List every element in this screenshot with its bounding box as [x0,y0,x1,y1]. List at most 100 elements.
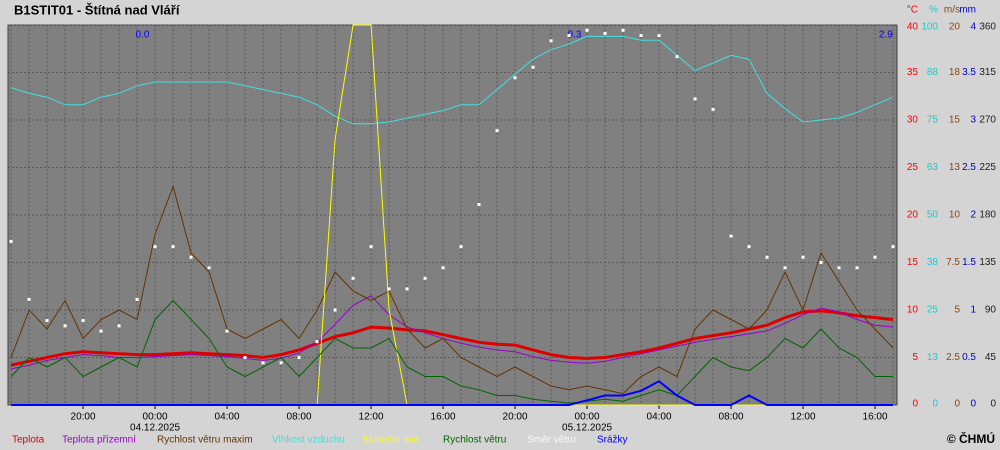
point [495,129,499,133]
y-tick-label: 18 [949,67,961,78]
point [729,234,733,238]
y-tick-label: 4 [970,22,976,33]
y-tick-label: 7.5 [946,257,960,268]
legend-entry: Teplota přízemní [62,435,136,446]
chart-title: B1STIT01 - Štítná nad Vláří [14,2,180,17]
point [423,276,427,280]
point [171,245,175,249]
y-tick-label: 0 [970,399,976,410]
legend-entry: Rychlost větru maxim [157,435,253,446]
date-label: 04.12.2025 [130,423,180,434]
x-tick-label: 04:00 [647,412,672,423]
y-tick-label: 0.5 [962,352,976,363]
y-tick-label: 360 [979,22,996,33]
y-tick-label: 2.5 [946,352,960,363]
point [333,308,337,312]
point [369,245,373,249]
y-tick-label: 90 [985,305,997,316]
precip-note: 0.3 [567,30,581,41]
y-tick-label: 38 [927,257,939,268]
y-tick-label: 13 [927,352,939,363]
y-tick-label: 1 [970,305,976,316]
point [153,245,157,249]
point [135,297,139,301]
point [675,55,679,59]
point [441,266,445,270]
point [747,245,751,249]
legend-entry: Teplota [12,435,45,446]
point [99,329,103,333]
precip-note: 0.0 [136,30,150,41]
point [117,324,121,328]
point [405,287,409,291]
point [819,261,823,264]
point [387,287,391,291]
y-tick-label: 315 [979,67,996,78]
series-line [10,309,894,367]
y-tick-label: 15 [907,257,919,268]
series-line [10,295,894,370]
point [783,266,787,270]
point [189,255,193,259]
y-tick-label: 50 [927,210,939,221]
point [639,34,643,38]
point [477,202,481,206]
point [225,329,229,333]
date-label: 05.12.2025 [562,423,612,434]
point [243,356,247,359]
y-tick-label: 88 [927,67,939,78]
y-tick-label: 35 [907,67,919,78]
y-tick-label: 10 [949,210,961,221]
y-tick-label: 2.5 [962,162,976,173]
point [513,76,517,80]
axis-unit: m/s [944,5,960,16]
y-tick-label: 20 [907,210,919,221]
y-tick-label: 100 [921,22,938,33]
y-tick-label: 0 [954,399,960,410]
x-tick-label: 12:00 [791,412,816,423]
point [891,245,895,249]
legend-entry: Srážky [597,435,628,446]
x-tick-label: 16:00 [431,412,456,423]
legend-entry: Rychlost větru [443,435,506,446]
series-line [10,299,893,404]
point [603,31,607,35]
x-tick-label: 20:00 [503,412,528,423]
x-tick-label: 00:00 [575,412,600,423]
point [855,266,859,270]
precip-note: 2.9 [879,30,893,41]
axis-unit: °C [907,5,918,16]
y-tick-label: 180 [979,210,996,221]
point [45,319,49,323]
y-tick-label: 5 [912,352,918,363]
y-tick-label: 63 [927,162,939,173]
point [297,356,301,359]
point [459,245,463,249]
x-tick-label: 08:00 [287,412,312,423]
point [621,28,625,32]
y-tick-label: 13 [949,162,961,173]
y-tick-label: 20 [949,22,961,33]
series-line [10,184,894,395]
point [873,255,877,259]
point [261,361,265,365]
point [351,276,355,280]
y-tick-label: 1.5 [962,257,976,268]
point [549,39,553,43]
point [81,319,85,323]
copyright: © ČHMÚ [947,431,995,446]
point [657,34,661,38]
axis-unit: mm [959,5,976,16]
y-tick-label: 10 [907,305,919,316]
legend-entry: Sluneční svit [362,435,419,446]
x-tick-label: 00:00 [143,412,168,423]
y-tick-label: 135 [979,257,996,268]
y-tick-label: 0 [912,399,918,410]
series-line [10,35,894,125]
legend-entry: Vlhkost vzduchu [272,435,345,446]
y-tick-label: 270 [979,115,996,126]
point [9,239,13,243]
y-tick-label: 2 [970,210,976,221]
point [531,65,535,69]
